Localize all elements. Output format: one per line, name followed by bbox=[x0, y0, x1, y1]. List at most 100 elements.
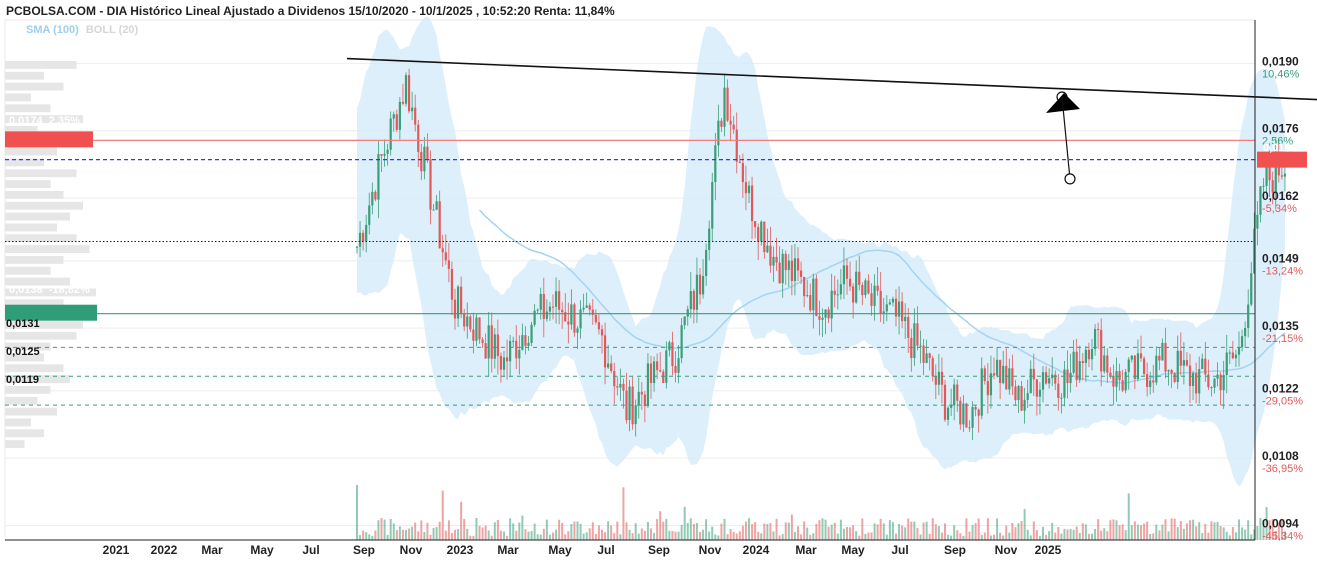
candle-body bbox=[530, 324, 533, 343]
candle-body bbox=[1244, 327, 1247, 337]
volume-bar bbox=[1283, 531, 1286, 540]
candle-body bbox=[377, 154, 380, 200]
volume-bar bbox=[993, 534, 995, 540]
volume-bar bbox=[867, 532, 870, 540]
volume-bar bbox=[1271, 519, 1274, 540]
candle-body bbox=[983, 368, 986, 382]
candle-body bbox=[1005, 365, 1008, 390]
candle-body bbox=[729, 120, 732, 125]
volume-bar bbox=[493, 522, 496, 540]
candle-body bbox=[910, 337, 913, 358]
volume-bar bbox=[362, 530, 365, 540]
volume-profile-bar bbox=[5, 82, 64, 91]
volume-bar bbox=[683, 506, 686, 540]
volume-bar bbox=[827, 526, 830, 540]
volume-bar bbox=[371, 535, 374, 540]
volume-profile-bar bbox=[5, 191, 64, 199]
candle-body bbox=[946, 407, 950, 420]
volume-bar bbox=[1112, 519, 1115, 540]
volume-bar bbox=[1118, 525, 1121, 540]
volume-profile-bar bbox=[5, 169, 77, 178]
volume-bar bbox=[613, 532, 616, 540]
volume-bar bbox=[1017, 523, 1020, 540]
candle-body bbox=[956, 384, 959, 401]
volume-bar bbox=[895, 533, 897, 540]
candle-body bbox=[637, 391, 640, 406]
volume-bar bbox=[937, 526, 940, 540]
candle-body bbox=[904, 316, 907, 322]
volume-bar bbox=[420, 520, 423, 540]
volume-bar bbox=[846, 526, 848, 540]
volume-bar bbox=[1167, 531, 1170, 540]
candlesticks bbox=[355, 68, 1287, 441]
current-price-label: 0,0170 bbox=[1263, 142, 1297, 154]
candle-body bbox=[518, 349, 521, 359]
candle-body bbox=[1173, 373, 1176, 383]
candle-body bbox=[466, 316, 469, 327]
candle-body bbox=[582, 307, 585, 310]
candle-body bbox=[763, 221, 766, 253]
volume-bar bbox=[1152, 533, 1155, 540]
volume-bar bbox=[447, 520, 450, 540]
candle-body bbox=[1198, 369, 1201, 394]
volume-bar bbox=[974, 523, 977, 540]
candle-body bbox=[447, 260, 450, 269]
indicator-legend: SMA (100) BOLL (20) bbox=[26, 24, 138, 36]
volume-bar bbox=[469, 535, 472, 540]
volume-bar bbox=[1189, 520, 1191, 540]
volume-bar bbox=[778, 535, 781, 540]
volume-bar bbox=[729, 529, 732, 540]
candle-body bbox=[490, 325, 493, 359]
volume-bar bbox=[916, 527, 919, 540]
volume-bar bbox=[417, 531, 420, 540]
candle-body bbox=[806, 295, 809, 297]
volume-bar bbox=[1060, 533, 1063, 540]
volume-bar bbox=[793, 532, 796, 540]
candle-body bbox=[876, 285, 879, 291]
volume-bar bbox=[1204, 524, 1207, 540]
candle-body bbox=[652, 361, 656, 384]
candle-body bbox=[1060, 397, 1063, 399]
volume-bar bbox=[423, 531, 426, 540]
candle-body bbox=[879, 290, 882, 314]
volume-bar bbox=[766, 523, 769, 540]
volume-bar bbox=[668, 530, 671, 540]
volume-bar bbox=[1130, 525, 1133, 540]
volume-bar bbox=[1042, 526, 1044, 540]
candle-body bbox=[677, 358, 680, 373]
legend-boll[interactable]: BOLL (20) bbox=[85, 24, 139, 36]
volume-bar bbox=[628, 529, 631, 540]
x-tick-label: Sep bbox=[648, 543, 670, 557]
tag-green-label: 0,0138 -18,82% bbox=[9, 284, 90, 296]
candle-body bbox=[472, 329, 475, 341]
volume-bar bbox=[800, 534, 803, 540]
volume-bar bbox=[989, 535, 992, 540]
volume-profile-bar bbox=[5, 342, 51, 351]
volume-bar bbox=[1250, 534, 1253, 540]
volume-profile-bar bbox=[5, 321, 83, 329]
volume-bar bbox=[839, 519, 842, 540]
candle-body bbox=[499, 355, 503, 370]
tag-red-label: 0,0174 2,35% bbox=[9, 115, 80, 127]
volume-bar bbox=[950, 535, 953, 540]
candle-body bbox=[386, 149, 389, 154]
legend-sma[interactable]: SMA (100) bbox=[26, 24, 79, 36]
y-tick-pct: -13,24% bbox=[1262, 266, 1303, 278]
volume-bar bbox=[463, 518, 466, 540]
volume-profile-bar bbox=[5, 299, 64, 308]
volume-profile-bar bbox=[5, 245, 90, 253]
volume-bar bbox=[395, 530, 398, 540]
candle-body bbox=[870, 293, 873, 306]
candle-body bbox=[496, 334, 499, 356]
volume-bar bbox=[677, 531, 680, 540]
volume-bar bbox=[717, 535, 720, 540]
candle-body bbox=[686, 309, 689, 317]
volume-bar bbox=[738, 531, 741, 540]
volume-profile-bar bbox=[5, 331, 77, 340]
volume-bar bbox=[656, 519, 659, 540]
x-tick-label: Jul bbox=[302, 543, 319, 557]
y-tick-pct: 2,56% bbox=[1262, 136, 1293, 148]
volume-bar bbox=[818, 520, 821, 540]
volume-bar bbox=[588, 528, 591, 540]
